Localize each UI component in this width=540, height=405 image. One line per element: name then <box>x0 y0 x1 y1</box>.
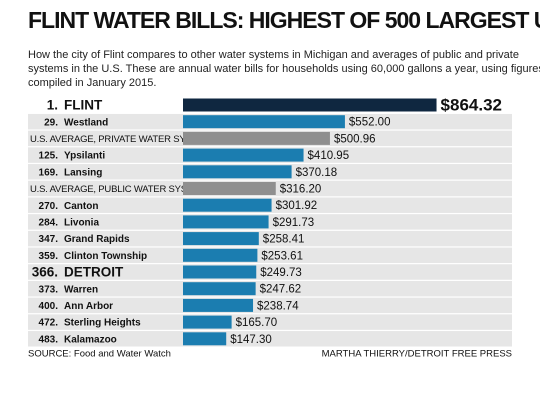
rank-label: 366. <box>32 265 58 280</box>
value-label: $864.32 <box>441 95 502 114</box>
rank-label: 284. <box>39 218 59 229</box>
bar <box>183 98 437 112</box>
rank-label: 125. <box>39 151 59 162</box>
value-label: $165.70 <box>236 317 278 329</box>
bar <box>183 148 304 162</box>
value-label: $316.20 <box>280 184 322 196</box>
value-label: $238.74 <box>257 300 299 312</box>
category-label: Warren <box>64 284 98 295</box>
value-label: $147.30 <box>230 334 272 346</box>
category-label: Livonia <box>64 218 99 229</box>
subtitle-line: compiled in January 2015. <box>28 77 156 89</box>
category-label: Ann Arbor <box>64 301 113 312</box>
rank-label: 270. <box>39 201 59 212</box>
bar <box>183 232 259 246</box>
value-label: $258.41 <box>263 234 305 246</box>
plot: 1. FLINT $864.32 29. Westland $552.00 U.S. AVE… <box>28 95 512 347</box>
rank-label: 373. <box>39 284 59 295</box>
value-label: $253.61 <box>261 250 303 262</box>
category-label: U.S. AVERAGE, PUBLIC WATER SYSTEM <box>30 184 207 195</box>
subtitle-line: How the city of Flint compares to other … <box>28 49 519 61</box>
bar <box>183 248 258 262</box>
value-label: $249.73 <box>260 267 302 279</box>
value-label: $247.62 <box>260 284 302 296</box>
value-label: $552.00 <box>349 117 391 129</box>
bar <box>183 282 256 296</box>
category-label: U.S. AVERAGE, PRIVATE WATER SYSTEM <box>30 134 211 145</box>
value-label: $500.96 <box>334 133 376 145</box>
row-band <box>28 264 512 280</box>
chart-title: FLINT WATER BILLS: HIGHEST OF 500 LARGES… <box>28 7 540 33</box>
bar <box>183 198 272 212</box>
value-label: $301.92 <box>276 200 318 212</box>
rank-label: 169. <box>39 167 59 178</box>
category-label: Lansing <box>64 167 102 178</box>
rank-label: 359. <box>39 251 59 262</box>
value-label: $370.18 <box>296 167 338 179</box>
subtitle-line: systems in the U.S. These are annual wat… <box>28 63 540 75</box>
category-label: Kalamazoo <box>64 334 117 345</box>
bar <box>183 165 292 179</box>
rank-label: 29. <box>44 117 58 128</box>
rank-label: 347. <box>39 234 59 245</box>
row-band <box>28 214 512 230</box>
bar <box>183 215 269 229</box>
row-band <box>28 331 512 347</box>
bar <box>183 265 257 279</box>
category-label: FLINT <box>64 98 103 113</box>
credit: MARTHA THIERRY/DETROIT FREE PRESS <box>322 349 512 360</box>
value-label: $291.73 <box>273 217 315 229</box>
category-label: Westland <box>64 117 108 128</box>
rank-label: 400. <box>39 301 59 312</box>
category-label: Clinton Township <box>64 251 147 262</box>
category-label: Sterling Heights <box>64 318 141 329</box>
bar <box>183 298 254 312</box>
row-band <box>28 297 512 314</box>
row-band <box>28 314 512 330</box>
bar <box>183 131 330 145</box>
category-label: Grand Rapids <box>64 234 130 245</box>
category-label: Canton <box>64 201 98 212</box>
source: SOURCE: Food and Water Watch <box>28 349 171 360</box>
row-band <box>28 230 512 247</box>
rank-label: 483. <box>39 334 59 345</box>
bar <box>183 332 227 346</box>
bar <box>183 115 345 129</box>
row-band <box>28 247 512 264</box>
category-label: DETROIT <box>64 265 124 280</box>
category-label: Ypsilanti <box>64 151 105 162</box>
bar <box>183 182 276 195</box>
bar <box>183 315 232 329</box>
rank-label: 472. <box>39 318 59 329</box>
rank-label: 1. <box>47 98 58 113</box>
value-label: $410.95 <box>308 150 350 162</box>
row-band <box>28 280 512 297</box>
